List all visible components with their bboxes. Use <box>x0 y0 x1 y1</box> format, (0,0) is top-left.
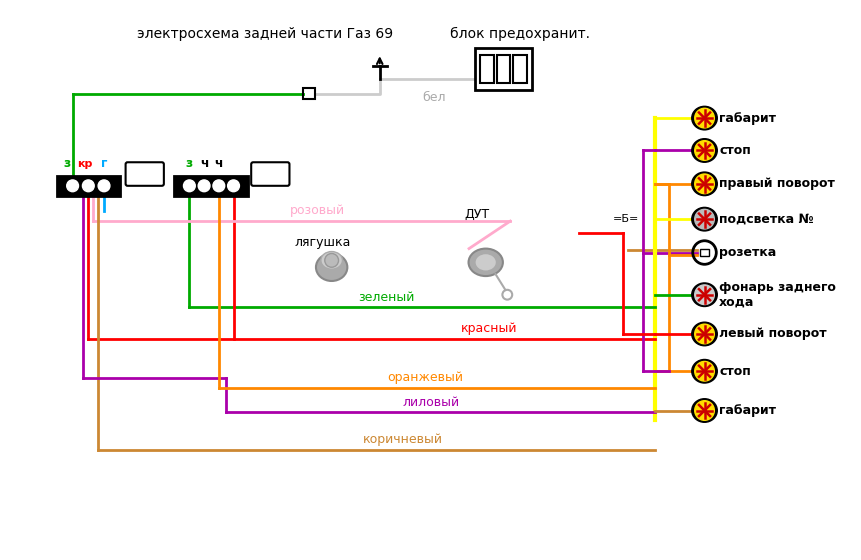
Text: 2: 2 <box>265 167 275 181</box>
Circle shape <box>695 209 715 229</box>
Bar <box>480 55 493 83</box>
Text: габарит: габарит <box>719 111 777 124</box>
Ellipse shape <box>475 254 497 271</box>
Circle shape <box>83 180 94 192</box>
Text: лиловый: лиловый <box>402 395 460 409</box>
Circle shape <box>198 180 210 192</box>
Text: блок предохранит.: блок предохранит. <box>450 27 590 41</box>
Text: ч: ч <box>214 157 223 170</box>
Circle shape <box>695 401 715 421</box>
Text: фонарь заднего
хода: фонарь заднего хода <box>719 281 836 309</box>
Text: з: з <box>63 157 71 170</box>
Circle shape <box>695 285 715 305</box>
Text: оранжевый: оранжевый <box>387 371 463 384</box>
Ellipse shape <box>316 254 347 281</box>
Circle shape <box>325 254 338 267</box>
Text: ч: ч <box>200 157 208 170</box>
Text: розовый: розовый <box>289 204 344 217</box>
FancyBboxPatch shape <box>251 162 289 186</box>
Text: г: г <box>101 157 108 170</box>
Ellipse shape <box>691 283 717 306</box>
Text: коричневый: коричневый <box>363 433 443 446</box>
Text: кр: кр <box>77 159 92 169</box>
Text: ДУТ: ДУТ <box>464 208 489 221</box>
Ellipse shape <box>691 360 717 383</box>
Bar <box>174 176 248 195</box>
Text: 1: 1 <box>139 167 149 181</box>
Text: розетка: розетка <box>719 246 777 259</box>
Text: левый поворот: левый поворот <box>719 328 827 340</box>
Bar <box>303 88 315 100</box>
Ellipse shape <box>691 172 717 195</box>
Ellipse shape <box>321 251 343 269</box>
Circle shape <box>695 141 715 160</box>
Circle shape <box>213 180 225 192</box>
Text: стоп: стоп <box>719 365 751 378</box>
Bar <box>475 48 532 90</box>
Ellipse shape <box>691 207 717 231</box>
Text: электросхема задней части Газ 69: электросхема задней части Газ 69 <box>137 27 393 41</box>
Text: =Б=: =Б= <box>613 214 639 224</box>
Circle shape <box>227 180 239 192</box>
Circle shape <box>695 361 715 381</box>
Bar <box>57 176 120 195</box>
Bar <box>700 249 709 256</box>
Ellipse shape <box>691 322 717 346</box>
Text: з: з <box>186 157 193 170</box>
Bar <box>497 55 511 83</box>
Text: правый поворот: правый поворот <box>719 178 835 190</box>
Text: зеленый: зеленый <box>358 291 414 304</box>
Ellipse shape <box>691 106 717 130</box>
Text: стоп: стоп <box>719 144 751 157</box>
Circle shape <box>695 108 715 128</box>
FancyBboxPatch shape <box>126 162 164 186</box>
Text: габарит: габарит <box>719 404 777 417</box>
Circle shape <box>695 324 715 344</box>
Circle shape <box>695 174 715 194</box>
Text: подсветка №: подсветка № <box>719 213 814 226</box>
Text: красный: красный <box>461 322 517 335</box>
Circle shape <box>66 180 78 192</box>
Circle shape <box>183 180 195 192</box>
Ellipse shape <box>468 249 503 276</box>
Circle shape <box>98 180 110 192</box>
Ellipse shape <box>691 139 717 162</box>
Ellipse shape <box>691 399 717 422</box>
Text: бел: бел <box>422 91 445 104</box>
Text: лягушка: лягушка <box>294 236 350 249</box>
Bar <box>513 55 527 83</box>
